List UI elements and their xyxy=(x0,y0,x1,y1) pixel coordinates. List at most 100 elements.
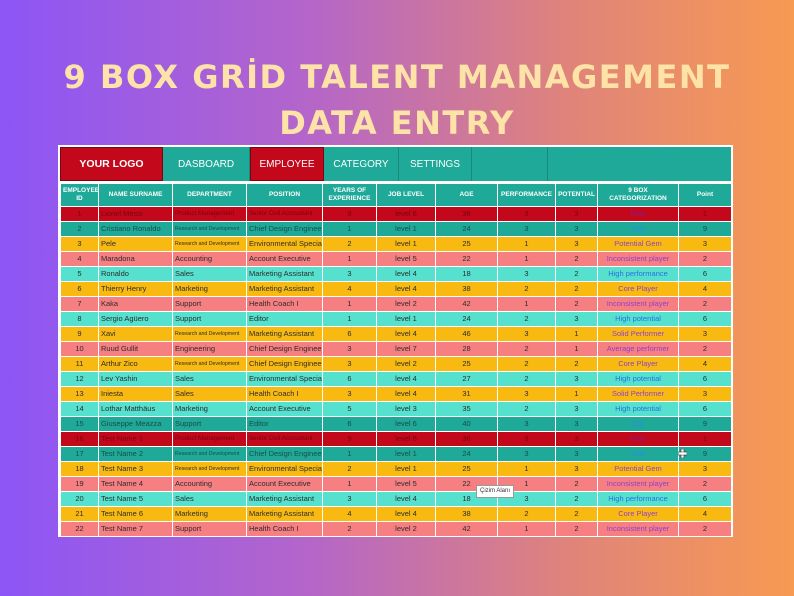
col-9box-category-cell[interactable]: Potential Gem xyxy=(597,461,679,477)
col-potential-cell[interactable]: 2 xyxy=(555,491,598,507)
col-performance-cell[interactable]: 3 xyxy=(497,326,556,342)
col-employee-id-cell[interactable]: 8 xyxy=(60,311,99,327)
col-9box-category-cell[interactable]: High potential xyxy=(597,401,679,417)
col-employee-id-cell[interactable]: 1 xyxy=(60,206,99,222)
table-row[interactable]: 8 Sergio Agüero Support Editor 1 level 1 24 2 3 H… xyxy=(60,311,732,327)
tab-empty-2[interactable] xyxy=(548,147,731,181)
col-job-level-cell[interactable]: level 4 xyxy=(376,386,436,402)
col-years-experience-cell[interactable]: 9 xyxy=(322,206,377,222)
col-age-cell[interactable]: 38 xyxy=(435,506,498,522)
col-potential-cell[interactable]: 3 xyxy=(555,461,598,477)
col-age-cell[interactable]: 25 xyxy=(435,236,498,252)
col-9box-category-cell[interactable]: High potential xyxy=(597,311,679,327)
col-years-experience-cell[interactable]: 9 xyxy=(322,431,377,447)
col-position-cell[interactable]: Account Executive xyxy=(246,476,323,492)
col-age-cell[interactable]: 22 xyxy=(435,251,498,267)
col-9box-category-cell[interactable]: High potential xyxy=(597,371,679,387)
col-department-cell[interactable]: Research and Development xyxy=(172,326,247,342)
col-years-experience-cell[interactable]: 2 xyxy=(322,521,377,537)
col-age-cell[interactable]: 25 xyxy=(435,461,498,477)
col-9box-category-cell[interactable]: Core Player xyxy=(597,506,679,522)
col-performance-cell[interactable]: 1 xyxy=(497,461,556,477)
col-employee-id-cell[interactable]: 21 xyxy=(60,506,99,522)
col-point-cell[interactable]: 3 xyxy=(678,326,732,342)
col-name-surname-cell[interactable]: Test Name 5 xyxy=(98,491,173,507)
col-performance-cell[interactable]: 2 xyxy=(497,341,556,357)
table-row[interactable]: 7 Kaka Support Health Coach I 1 level 2 42 1 2 In… xyxy=(60,296,732,312)
col-job-level-cell[interactable]: level 4 xyxy=(376,506,436,522)
col-point-cell[interactable]: 2 xyxy=(678,521,732,537)
col-years-experience-cell[interactable]: 3 xyxy=(322,386,377,402)
col-point-cell[interactable]: 2 xyxy=(678,476,732,492)
col-performance-cell[interactable]: 2 xyxy=(497,506,556,522)
table-row[interactable]: 22 Test Name 7 Support Health Coach I 2 level… xyxy=(60,521,732,537)
col-employee-id-cell[interactable]: 17 xyxy=(60,446,99,462)
col-age-cell[interactable]: 28 xyxy=(435,341,498,357)
col-potential-cell[interactable]: 2 xyxy=(555,281,598,297)
col-name-surname-cell[interactable]: Thierry Henry xyxy=(98,281,173,297)
col-name-surname-cell[interactable]: Sergio Agüero xyxy=(98,311,173,327)
col-job-level-cell[interactable]: level 6 xyxy=(376,431,436,447)
col-job-level-cell[interactable]: level 4 xyxy=(376,326,436,342)
col-employee-id-cell[interactable]: 13 xyxy=(60,386,99,402)
col-employee-id-cell[interactable]: 2 xyxy=(60,221,99,237)
col-9box-category-cell[interactable]: Inconsistent player xyxy=(597,521,679,537)
col-point-cell[interactable]: 3 xyxy=(678,236,732,252)
col-job-level-cell[interactable]: level 2 xyxy=(376,521,436,537)
col-9box-category-cell[interactable]: Core Player xyxy=(597,356,679,372)
col-years-experience-cell[interactable]: 2 xyxy=(322,461,377,477)
col-potential-cell[interactable]: 3 xyxy=(555,236,598,252)
table-row[interactable]: 13 Iniesta Sales Health Coach I 3 level 4 31 3 1… xyxy=(60,386,732,402)
col-name-surname-cell[interactable]: Test Name 4 xyxy=(98,476,173,492)
col-potential-cell[interactable]: 2 xyxy=(555,521,598,537)
col-department-cell[interactable]: Research and Development xyxy=(172,446,247,462)
col-9box-category-cell[interactable]: Solid Performer xyxy=(597,326,679,342)
col-department-cell[interactable]: Engineering xyxy=(172,341,247,357)
col-point-cell[interactable]: 2 xyxy=(678,341,732,357)
col-potential-cell[interactable]: 3 xyxy=(555,371,598,387)
col-years-experience-cell[interactable]: 6 xyxy=(322,326,377,342)
col-job-level-cell[interactable]: level 2 xyxy=(376,296,436,312)
col-point-cell[interactable]: 2 xyxy=(678,251,732,267)
col-performance-cell[interactable]: 3 xyxy=(497,266,556,282)
col-age-cell[interactable]: 38 xyxy=(435,281,498,297)
col-point-cell[interactable]: 9 xyxy=(678,221,732,237)
col-9box-category-cell[interactable]: Inconsistent player xyxy=(597,296,679,312)
table-row[interactable]: 11 Arthur Zico Research and Development Chi… xyxy=(60,356,732,372)
table-row[interactable]: 19 Test Name 4 Accounting Account Executive… xyxy=(60,476,732,492)
col-position-cell[interactable]: Environmental Specialist xyxy=(246,236,323,252)
col-years-experience-cell[interactable]: 1 xyxy=(322,311,377,327)
table-row[interactable]: 15 Giuseppe Meazza Support Editor 6 level 6 40… xyxy=(60,416,732,432)
col-9box-category-cell[interactable]: Potential Gem xyxy=(597,236,679,252)
col-years-experience-cell[interactable]: 1 xyxy=(322,446,377,462)
col-position-cell[interactable]: Marketing Assistant xyxy=(246,506,323,522)
col-9box-category-cell[interactable]: Star xyxy=(597,221,679,237)
col-age-cell[interactable]: 42 xyxy=(435,296,498,312)
col-age-cell[interactable]: 31 xyxy=(435,386,498,402)
col-position-cell[interactable]: Editor xyxy=(246,416,323,432)
col-point-cell[interactable]: 9 xyxy=(678,446,732,462)
col-job-level-cell[interactable]: level 3 xyxy=(376,401,436,417)
col-department-cell[interactable]: Support xyxy=(172,296,247,312)
col-department-cell[interactable]: Support xyxy=(172,416,247,432)
col-age-cell[interactable]: 40 xyxy=(435,416,498,432)
col-name-surname-cell[interactable]: Giuseppe Meazza xyxy=(98,416,173,432)
col-potential-cell[interactable]: 1 xyxy=(555,326,598,342)
table-row[interactable]: 6 Thierry Henry Marketing Marketing Assista… xyxy=(60,281,732,297)
col-point-cell[interactable]: 6 xyxy=(678,491,732,507)
col-9box-category-cell[interactable]: Inconsistent player xyxy=(597,476,679,492)
col-department-cell[interactable]: Marketing xyxy=(172,281,247,297)
col-point-cell[interactable]: 1 xyxy=(678,431,732,447)
col-point-cell[interactable]: 6 xyxy=(678,371,732,387)
col-potential-cell[interactable]: 3 xyxy=(555,311,598,327)
col-point-cell[interactable]: 3 xyxy=(678,386,732,402)
col-years-experience-cell[interactable]: 3 xyxy=(322,491,377,507)
col-years-experience-cell[interactable]: 1 xyxy=(322,251,377,267)
col-name-surname-cell[interactable]: Arthur Zico xyxy=(98,356,173,372)
col-potential-cell[interactable]: 2 xyxy=(555,476,598,492)
col-performance-cell[interactable]: 1 xyxy=(497,521,556,537)
col-performance-cell[interactable]: 2 xyxy=(497,356,556,372)
col-age-cell[interactable]: 25 xyxy=(435,356,498,372)
col-employee-id-cell[interactable]: 11 xyxy=(60,356,99,372)
table-row[interactable]: 18 Test Name 3 Research and Development Env… xyxy=(60,461,732,477)
